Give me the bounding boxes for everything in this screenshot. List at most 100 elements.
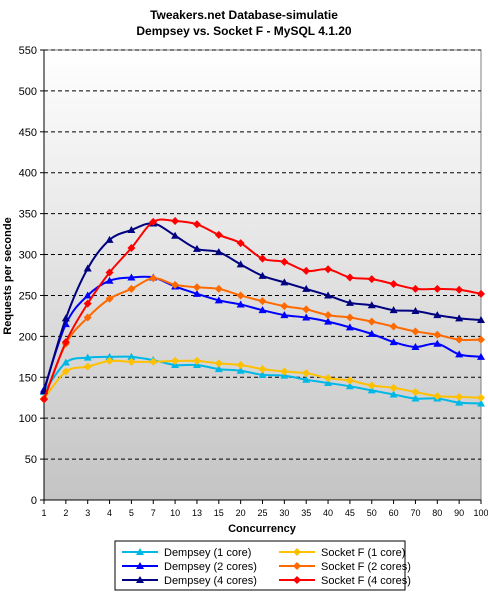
data-point	[258, 365, 267, 374]
series-dempsey-4-cores	[40, 219, 485, 395]
data-point	[127, 273, 136, 281]
x-tick-label: 70	[410, 508, 420, 518]
data-point	[236, 366, 245, 374]
x-tick-label: 90	[454, 508, 464, 518]
data-point	[324, 374, 333, 383]
data-point	[280, 257, 289, 266]
y-tick-label: 150	[19, 372, 37, 384]
data-point	[236, 361, 245, 369]
legend-box	[114, 540, 406, 591]
y-tick-label: 550	[19, 45, 37, 57]
x-tick-label: 3	[85, 508, 90, 518]
data-point	[214, 359, 223, 368]
data-point	[61, 358, 70, 366]
data-point	[105, 235, 114, 243]
legend-item: Dempsey (2 cores)	[122, 561, 257, 573]
y-tick-label: 500	[19, 86, 37, 98]
data-point	[236, 300, 245, 308]
data-point	[280, 302, 289, 311]
data-point	[433, 284, 442, 293]
chart-title: Tweakers.net Database-simulatie	[150, 8, 338, 22]
data-point	[389, 306, 398, 314]
y-tick-label: 100	[19, 413, 37, 425]
data-point	[61, 338, 70, 347]
data-point	[192, 244, 201, 252]
data-point	[61, 314, 70, 322]
x-tick-label: 5	[129, 508, 134, 518]
data-point	[127, 244, 136, 252]
y-axis-label: Requests per seconde	[2, 217, 14, 334]
legend-item: Dempsey (1 core)	[122, 547, 251, 559]
x-tick-label: 25	[257, 508, 267, 518]
data-point	[477, 399, 485, 407]
data-point	[433, 339, 442, 347]
x-tick-label: 10	[170, 508, 180, 518]
series-socket-f-2-cores	[40, 274, 485, 403]
data-point	[477, 352, 485, 360]
legend-marker	[136, 562, 144, 569]
data-point	[192, 356, 201, 365]
data-point	[83, 313, 92, 322]
data-point	[302, 266, 311, 275]
data-point	[127, 284, 136, 293]
data-point	[83, 299, 92, 308]
data-point	[105, 352, 114, 360]
data-point	[258, 254, 267, 263]
y-tick-label: 350	[19, 209, 37, 221]
y-tick-label: 250	[19, 290, 37, 302]
data-point	[171, 217, 180, 225]
legend-marker	[136, 548, 144, 555]
data-point	[411, 394, 420, 402]
data-point	[83, 353, 92, 361]
data-point	[477, 316, 485, 323]
data-point	[367, 386, 376, 394]
data-point	[280, 311, 289, 319]
x-tick-label: 7	[151, 508, 156, 518]
data-point	[171, 356, 180, 365]
data-point	[83, 362, 92, 371]
y-tick-label: 300	[19, 250, 37, 262]
data-point	[302, 313, 311, 321]
legend-label: Socket F (1 core)	[321, 547, 405, 559]
data-point	[105, 268, 114, 277]
y-tick-label: 0	[31, 495, 37, 507]
y-tick-label: 200	[19, 331, 37, 343]
data-point	[477, 289, 485, 298]
x-tick-label: 4	[107, 508, 112, 518]
x-tick-label: 40	[323, 508, 333, 518]
data-point	[345, 376, 354, 385]
data-point	[214, 284, 223, 293]
x-tick-label: 35	[301, 508, 311, 518]
data-point	[302, 284, 311, 292]
legend-item: Socket F (4 cores)	[279, 575, 411, 587]
y-tick-label: 450	[19, 127, 37, 139]
x-tick-label: 100	[473, 508, 488, 518]
data-point	[171, 231, 180, 239]
data-point	[127, 226, 136, 233]
data-point	[302, 375, 311, 383]
data-point	[192, 220, 201, 229]
legend-item: Dempsey (4 cores)	[122, 575, 257, 587]
data-point	[214, 365, 223, 373]
legend-label: Socket F (4 cores)	[321, 575, 411, 587]
legend-marker	[136, 576, 144, 583]
data-point	[411, 343, 420, 350]
data-point	[214, 230, 223, 239]
x-tick-label: 1	[41, 508, 46, 518]
data-point	[171, 280, 180, 289]
data-point	[258, 271, 267, 279]
data-point	[455, 398, 464, 406]
data-point	[83, 264, 92, 272]
data-point	[324, 311, 333, 320]
data-point	[236, 260, 245, 268]
series-socket-f-4-cores	[40, 217, 485, 404]
data-point	[127, 357, 136, 366]
data-point	[214, 296, 223, 304]
data-point	[105, 356, 114, 365]
legend-label: Dempsey (2 cores)	[164, 561, 257, 573]
data-point	[302, 305, 311, 314]
data-point	[280, 367, 289, 376]
data-point	[258, 297, 267, 306]
data-point	[389, 390, 398, 398]
